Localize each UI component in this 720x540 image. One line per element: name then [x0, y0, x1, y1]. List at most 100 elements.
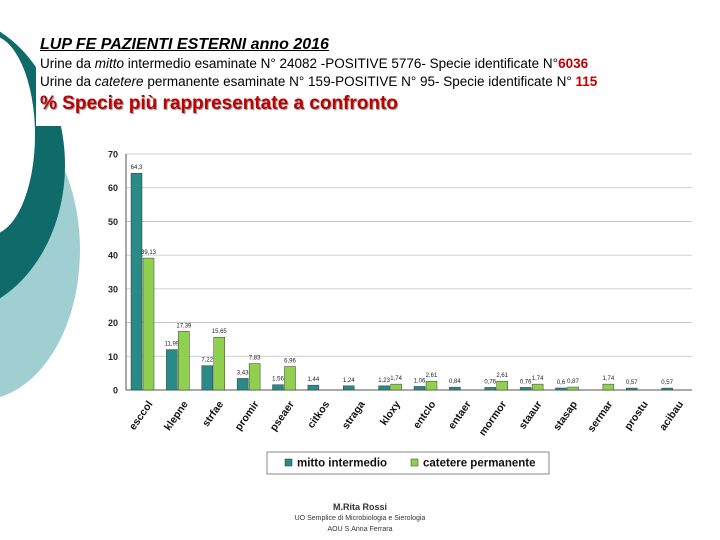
- bar: [248, 363, 261, 391]
- data-label: 64,3: [131, 165, 143, 171]
- y-tick-label: 70: [108, 150, 118, 160]
- legend-swatch: [410, 458, 419, 467]
- author-org: AOU S.Anna Ferrara: [327, 526, 393, 533]
- bar: [425, 380, 438, 391]
- data-label: 1,44: [308, 377, 320, 383]
- bar: [284, 366, 296, 391]
- bar: [130, 172, 143, 391]
- catetere-info-line: Urine da catetere permanente esaminate N…: [40, 73, 716, 90]
- bar: [602, 383, 615, 391]
- bar: [142, 257, 155, 391]
- bar: [496, 380, 508, 391]
- bar: [484, 387, 496, 391]
- bar: [531, 383, 544, 391]
- data-label: 0,57: [661, 380, 673, 386]
- bar: [178, 331, 190, 391]
- y-tick-label: 0: [113, 386, 118, 396]
- catetere-info-text: permanente esaminate N° 159-POSITIVE N° …: [143, 74, 576, 89]
- slide-header: LUP FE PAZIENTI ESTERNI anno 2016 Urine …: [40, 36, 716, 115]
- data-label: 3,43: [237, 370, 249, 376]
- bar: [378, 385, 390, 391]
- data-label: 1,56: [272, 377, 284, 383]
- author-name: M.Rita Rossi: [332, 502, 387, 512]
- bar: [166, 349, 178, 391]
- bar: [626, 387, 638, 391]
- white-curve-shape: [0, 37, 35, 233]
- data-label: 0,6: [557, 380, 566, 386]
- data-label: 1,06: [414, 378, 426, 384]
- mitto-info-text: intermedio esaminate N° 24082 -POSITIVE …: [124, 56, 559, 71]
- mitto-species-count: 6036: [558, 56, 589, 71]
- x-tick-label: staaur: [517, 399, 545, 432]
- data-label: 0,84: [449, 379, 461, 385]
- x-tick-label: prostu: [622, 399, 651, 433]
- mitto-info-line: Urine da mitto intermedio esaminate N° 2…: [40, 55, 716, 72]
- x-tick-label: acibau: [657, 399, 686, 433]
- x-tick-label: citkos: [305, 399, 332, 431]
- bar: [201, 365, 213, 391]
- x-tick-label: mormor: [477, 399, 510, 438]
- x-tick-label: stasap: [551, 399, 580, 433]
- data-label: 0,76: [520, 379, 532, 385]
- catetere-info-em: catetere: [94, 74, 144, 89]
- y-tick-label: 60: [108, 183, 118, 193]
- author-unit: UO Semplice di Microbiologia e Sierologi…: [294, 515, 426, 522]
- bar: [449, 386, 461, 391]
- data-label: 15,65: [212, 329, 228, 335]
- top-band: [0, 0, 720, 28]
- data-label: 0,76: [484, 379, 496, 385]
- data-label: 6,96: [284, 359, 296, 365]
- legend-entry: catetere permanente: [423, 458, 536, 470]
- data-label: 17,39: [176, 323, 192, 329]
- data-label: 1,24: [343, 378, 355, 384]
- chart-subtitle: % Specie più rappresentate a confronto: [40, 93, 398, 114]
- y-tick-label: 40: [108, 251, 118, 261]
- x-tick-label: klepne: [162, 399, 191, 433]
- data-label: 0,87: [567, 379, 579, 385]
- bar: [213, 336, 225, 391]
- species-bar-chart: 0 10 20 30 40 50 60 70 64,3 39,13 esccol 11,99 17,39…: [108, 150, 692, 475]
- bar: [390, 383, 402, 391]
- mitto-info-em: mitto: [94, 56, 125, 71]
- x-tick-label: pseaer: [268, 399, 297, 434]
- bar: [519, 387, 532, 391]
- header-box: [36, 34, 716, 126]
- legend-swatch: [284, 458, 293, 467]
- bar: [413, 386, 426, 391]
- slide-footer: M.Rita Rossi UO Semplice di Microbiologi…: [260, 502, 460, 535]
- bar: [236, 378, 249, 391]
- data-label: 7,83: [249, 356, 261, 362]
- x-tick-label: straga: [340, 399, 368, 432]
- data-label: 1,74: [532, 376, 544, 382]
- data-label: 1,23: [378, 378, 390, 384]
- legend-entry: mitto intermedio: [297, 458, 387, 470]
- data-label: 39,13: [141, 250, 157, 256]
- x-tick-label: entaer: [446, 399, 474, 432]
- y-tick-label: 20: [108, 318, 118, 328]
- data-label: 2,61: [496, 373, 508, 379]
- mitto-info-prefix: Urine da: [40, 56, 95, 71]
- bar: [307, 384, 320, 391]
- bar: [343, 385, 355, 391]
- catetere-species-count: 115: [575, 74, 598, 89]
- y-tick-label: 30: [108, 284, 118, 294]
- legend-box: [266, 451, 550, 475]
- x-tick-label: sermar: [585, 399, 615, 435]
- bar: [272, 384, 284, 391]
- x-tick-label: strfae: [200, 399, 226, 429]
- y-tick-label: 50: [108, 217, 118, 227]
- bar: [567, 386, 579, 391]
- bar: [661, 387, 673, 391]
- data-label: 11,99: [165, 342, 180, 348]
- slide-title: LUP FE PAZIENTI ESTERNI anno 2016: [40, 36, 329, 53]
- data-label: 1,74: [603, 376, 615, 382]
- data-label: 0,57: [626, 380, 638, 386]
- x-tick-label: promir: [233, 399, 262, 433]
- data-label: 1,74: [390, 376, 402, 382]
- catetere-info-prefix: Urine da: [40, 74, 95, 89]
- data-label: 7,22: [201, 358, 213, 364]
- bar: [555, 387, 567, 391]
- x-tick-label: entclo: [411, 399, 439, 431]
- x-tick-label: esccol: [127, 399, 156, 433]
